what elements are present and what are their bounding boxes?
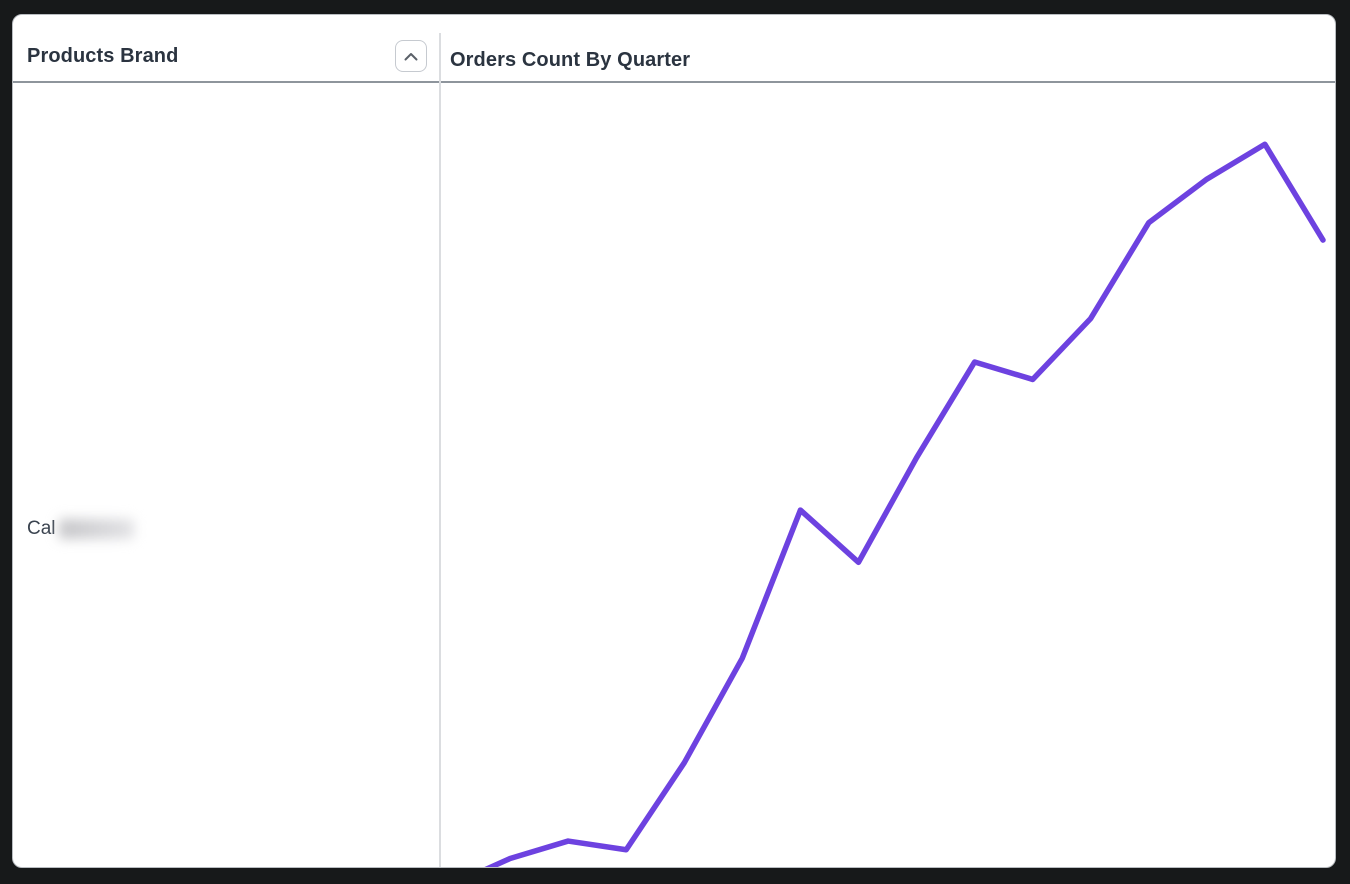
sort-ascending-button[interactable] (395, 40, 427, 72)
chevron-up-icon (404, 52, 418, 60)
chart-column-header: Orders Count By Quarter (450, 49, 691, 71)
results-table-panel: Products Brand Orders Count By Quarter C… (12, 14, 1336, 868)
sparkline-cell (439, 83, 1335, 868)
chart-column-header-cell: Orders Count By Quarter (439, 49, 1335, 81)
brand-column-header: Products Brand (27, 44, 179, 67)
table-row: Cal (13, 83, 1335, 868)
table-body: Cal Car Na Ni (13, 83, 1335, 868)
redacted-brand-blur (58, 518, 134, 539)
column-divider (439, 33, 441, 867)
brand-column-header-cell: Products Brand (13, 40, 439, 81)
table-header: Products Brand Orders Count By Quarter (13, 15, 1335, 83)
sparkline-chart[interactable] (452, 92, 1323, 868)
brand-cell: Cal (13, 83, 439, 867)
brand-label: Cal (27, 517, 56, 539)
